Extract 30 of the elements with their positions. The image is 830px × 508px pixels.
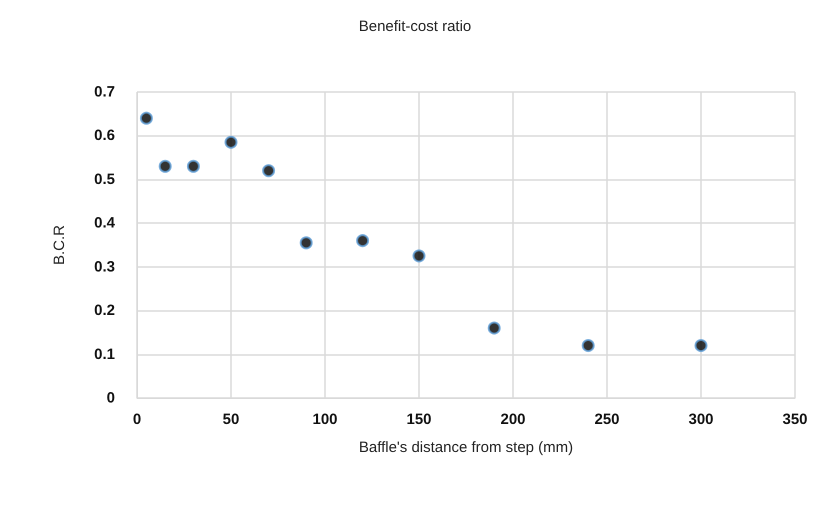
x-tick-label: 50 [222, 411, 240, 428]
point [262, 164, 276, 178]
y-tick-label: 0.4 [94, 214, 116, 232]
point [412, 249, 426, 262]
x-tick-label: 300 [688, 411, 714, 428]
x-axis-title: Baffle's distance from step (mm) [358, 439, 574, 456]
point [582, 339, 595, 352]
x-tick-label: 150 [406, 411, 432, 428]
x-tick-label: 250 [594, 411, 620, 428]
point [694, 339, 708, 352]
point [224, 136, 238, 149]
point [488, 322, 501, 335]
x-tick-label: 0 [132, 411, 142, 428]
point [300, 236, 313, 250]
point [356, 234, 370, 248]
x-tick-label: 100 [312, 411, 338, 428]
point [140, 112, 153, 125]
y-tick-label: 0.6 [94, 127, 115, 144]
y-tick-label: 0.1 [94, 346, 115, 363]
y-tick-label: 0.5 [94, 170, 115, 188]
x-tick-label: 350 [782, 411, 808, 428]
chart-title: Benefit-cost ratio [358, 18, 472, 35]
y-tick-label: 0.3 [94, 258, 115, 276]
y-tick-label: 0.7 [94, 84, 115, 100]
y-tick-label: 0.2 [94, 302, 115, 320]
point [186, 160, 200, 173]
point [158, 160, 172, 173]
y-axis-title: B.C.R [51, 224, 68, 266]
x-tick-label: 200 [500, 411, 526, 428]
y-tick-label: 0 [106, 390, 115, 406]
